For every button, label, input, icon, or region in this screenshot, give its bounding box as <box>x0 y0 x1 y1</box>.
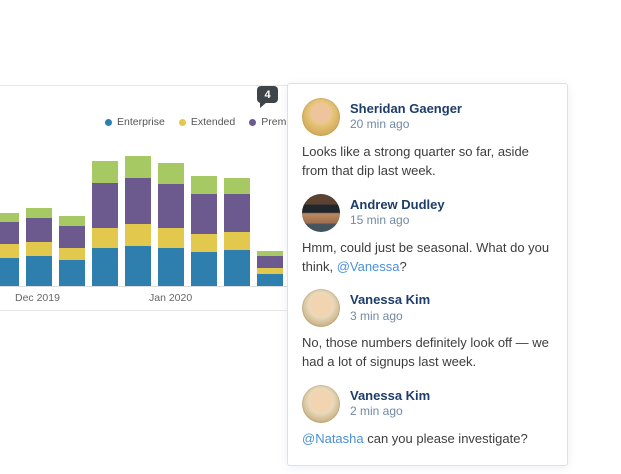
comment-author[interactable]: Vanessa Kim <box>350 388 431 404</box>
legend-label: Extended <box>190 116 236 128</box>
stacked-bar[interactable] <box>257 251 283 286</box>
avatar <box>302 98 340 136</box>
comment-text-part: ? <box>399 258 407 274</box>
comment-author[interactable]: Andrew Dudley <box>350 196 445 212</box>
comment-text: No, those numbers definitely look off — … <box>302 334 553 372</box>
stacked-bar[interactable] <box>0 213 19 286</box>
comment-author[interactable]: Sheridan Gaenger <box>350 101 462 117</box>
stacked-bar[interactable] <box>158 163 184 286</box>
bar-segment-extended <box>257 268 283 274</box>
bar-segment-startup <box>257 251 283 256</box>
avatar <box>302 193 340 232</box>
bar-segment-startup <box>125 156 151 178</box>
comment-text: @Natasha can you please investigate? <box>302 430 553 449</box>
bar-segment-extended <box>59 248 85 260</box>
bar-segment-premium <box>125 178 151 224</box>
avatar <box>302 289 340 328</box>
comments-panel: Sheridan Gaenger 20 min ago Looks like a… <box>287 83 568 466</box>
bar-segment-extended <box>92 228 118 248</box>
legend-dot-enterprise <box>105 118 112 126</box>
bar-segment-premium <box>59 226 85 248</box>
comment: Andrew Dudley 15 min ago Hmm, could just… <box>302 193 553 277</box>
legend-item-enterprise[interactable]: Enterprise <box>105 116 165 128</box>
legend-dot-premium <box>249 118 257 126</box>
bar-segment-enterprise <box>191 252 217 286</box>
comment-text: Looks like a strong quarter so far, asid… <box>302 143 553 181</box>
bar-segment-enterprise <box>125 246 151 286</box>
comment-text-part: Looks like a strong quarter so far, asid… <box>302 144 529 178</box>
comment-timestamp: 2 min ago <box>350 404 403 419</box>
bar-segment-startup <box>92 161 118 183</box>
bar-segment-enterprise <box>158 248 184 286</box>
bar-segment-premium <box>26 218 52 242</box>
bar-segment-enterprise <box>26 256 52 286</box>
comment-timestamp: 15 min ago <box>350 213 410 228</box>
stacked-bar[interactable] <box>191 176 217 286</box>
bar-segment-startup <box>191 176 217 194</box>
comment-count-marker[interactable]: 4 <box>257 86 278 108</box>
bar-segment-extended <box>125 224 151 246</box>
bar-segment-extended <box>191 234 217 252</box>
comment-header: Vanessa Kim 2 min ago <box>302 385 553 424</box>
mention-link[interactable]: @Vanessa <box>336 258 400 274</box>
bar-segment-enterprise <box>92 248 118 286</box>
bar-segment-premium <box>92 183 118 228</box>
bar-segment-enterprise <box>0 258 19 286</box>
bar-segment-premium <box>224 194 250 232</box>
bar-segment-enterprise <box>224 250 250 286</box>
legend-dot-extended <box>178 118 186 126</box>
bar-segment-extended <box>0 244 19 258</box>
bar-segment-extended <box>26 242 52 256</box>
comment: Sheridan Gaenger 20 min ago Looks like a… <box>302 98 553 181</box>
comment-timestamp: 20 min ago <box>350 117 410 132</box>
bar-segment-startup <box>59 216 85 226</box>
bar-segment-startup <box>224 178 250 194</box>
comment-count: 4 <box>264 88 271 101</box>
bar-segment-premium <box>158 184 184 228</box>
comment-header: Sheridan Gaenger 20 min ago <box>302 98 553 136</box>
x-axis-tick: Jan 2020 <box>149 292 193 304</box>
comment-header: Andrew Dudley 15 min ago <box>302 193 553 232</box>
avatar <box>302 385 340 424</box>
comment-text-part: can you please investigate? <box>363 431 528 447</box>
bar-segment-premium <box>191 194 217 234</box>
bar-segment-startup <box>158 163 184 184</box>
bar-plot <box>0 86 445 287</box>
x-axis-tick: Dec 2019 <box>15 292 60 304</box>
legend-item-extended[interactable]: Extended <box>178 116 236 128</box>
legend-label: Enterprise <box>117 116 165 128</box>
comment-author[interactable]: Vanessa Kim <box>350 292 431 308</box>
stacked-bar[interactable] <box>92 161 118 286</box>
mention-link[interactable]: @Natasha <box>302 431 364 447</box>
bar-segment-startup <box>26 208 52 218</box>
bar-segment-enterprise <box>59 260 85 286</box>
comment: Vanessa Kim 2 min ago @Natasha can you p… <box>302 385 553 449</box>
comment-text: Hmm, could just be seasonal. What do you… <box>302 239 553 277</box>
bar-segment-premium <box>0 222 19 244</box>
stacked-bar[interactable] <box>125 156 151 286</box>
bar-segment-extended <box>224 232 250 250</box>
comment-text-part: No, those numbers definitely look off — … <box>302 335 549 370</box>
bar-segment-extended <box>158 228 184 248</box>
stacked-bar[interactable] <box>26 208 52 286</box>
comment-header: Vanessa Kim 3 min ago <box>302 289 553 328</box>
bar-segment-enterprise <box>257 274 283 286</box>
comment: Vanessa Kim 3 min ago No, those numbers … <box>302 289 553 372</box>
comment-timestamp: 3 min ago <box>350 308 403 323</box>
bar-segment-premium <box>257 256 283 268</box>
stacked-bar[interactable] <box>59 216 85 286</box>
stacked-bar[interactable] <box>224 178 250 286</box>
comment-text-part: Hmm, could just be seasonal. What do you… <box>302 239 550 274</box>
bar-segment-startup <box>0 213 19 222</box>
